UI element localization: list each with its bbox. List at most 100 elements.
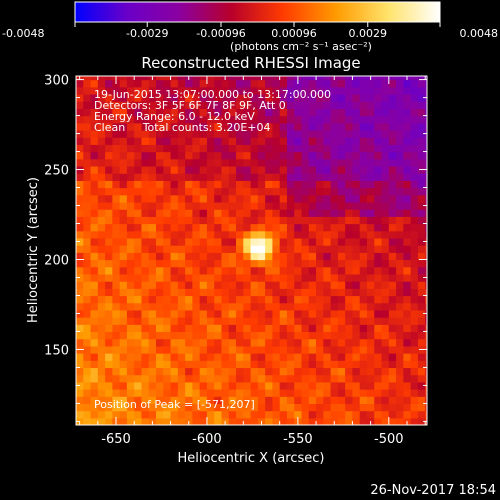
heatmap-cell [221,237,230,246]
heatmap-cell [141,137,150,145]
heatmap-cell [308,288,317,297]
heatmap-cell [250,76,259,81]
heatmap-cell [134,201,143,210]
heatmap-cell [112,353,121,361]
heatmap-cell [345,331,354,340]
heatmap-cell [366,360,375,369]
heatmap-cell [192,201,201,210]
heatmap-cell [425,266,427,275]
heatmap-cell [388,237,397,246]
heatmap-cell [352,381,361,390]
heatmap-cell [337,245,346,253]
heatmap-cell [316,223,324,232]
heatmap-cell [294,317,303,325]
heatmap-cell [381,396,390,405]
heatmap-cell [374,374,383,383]
heatmap-cell [214,403,223,412]
heatmap-cell [156,259,164,268]
heatmap-cell [76,389,84,397]
heatmap-cell [330,389,339,397]
heatmap-cell [257,410,266,419]
heatmap-cell [170,396,179,405]
colorbar: -0.0048 -0.0029 -0.00096 0.00096 0.0029 0.004… [2,1,498,53]
heatmap-cell [359,381,368,390]
heatmap-cell [337,158,346,167]
heatmap-cell [185,266,193,275]
heatmap-cell [163,237,172,246]
heatmap-cell [134,129,143,138]
heatmap-cell [366,338,375,347]
heatmap-cell [177,302,186,311]
heatmap-cell [112,201,121,210]
heatmap-cell [323,331,332,340]
heatmap-cell [236,187,244,196]
heatmap-cell [134,288,143,297]
heatmap-cell [265,331,274,340]
heatmap-cell [236,223,244,232]
heatmap-cell [366,86,375,95]
heatmap-cell [425,317,427,325]
heatmap-cell [119,108,128,117]
heatmap-cell [417,252,426,261]
heatmap-cell [163,381,172,390]
heatmap-cell [337,410,346,419]
heatmap-cell [345,216,354,225]
heatmap-cell [345,295,354,304]
heatmap-cell [286,86,295,95]
heatmap-cell [301,194,310,203]
heatmap-cell [323,273,332,282]
heatmap-cell [228,237,237,246]
heatmap-cell [228,108,237,117]
heatmap-cell [141,338,150,347]
heatmap-cell [185,281,193,289]
heatmap-cell [279,237,288,246]
heatmap-cell [156,338,164,347]
heatmap-cell [112,245,121,253]
heatmap-cell [163,101,172,109]
heatmap-cell [90,345,99,354]
heatmap-cell [301,151,310,160]
heatmap-cell [337,381,346,390]
heatmap-cell [257,187,266,196]
heatmap-cell [199,396,208,405]
heatmap-cell [185,374,193,383]
heatmap-cell [250,230,259,239]
heatmap-cell [156,281,164,289]
heatmap-cell [345,93,354,102]
heatmap-cell [185,252,193,261]
heatmap-cell [272,245,281,253]
heatmap-cell [352,165,361,174]
heatmap-cell [199,317,208,325]
heatmap-cell [345,144,354,153]
heatmap-cell [403,252,412,261]
heatmap-cell [119,79,128,88]
heatmap-cell [228,288,237,297]
heatmap-cell [425,122,427,131]
heatmap-cell [105,295,113,304]
heatmap-cell [294,108,303,117]
heatmap-cell [185,288,193,297]
heatmap-cell [308,216,317,225]
heatmap-cell [294,410,303,419]
heatmap-cell [156,165,164,174]
heatmap-cell [134,389,143,397]
heatmap-cell [148,266,157,275]
heatmap-cell [177,345,186,354]
heatmap-cell [352,396,361,405]
heatmap-cell [170,230,179,239]
heatmap-cell [337,237,346,246]
heatmap-cell [316,367,324,376]
heatmap-cell [163,317,172,325]
heatmap-cell [381,180,390,189]
heatmap-cell [330,180,339,189]
heatmap-cell [90,180,99,189]
heatmap-cell [185,122,193,131]
heatmap-cell [403,331,412,340]
heatmap-cell [359,122,368,131]
heatmap-cell [410,201,419,210]
heatmap-cell [76,158,84,167]
heatmap-cell [156,86,164,95]
heatmap-cell [119,76,128,81]
heatmap-cell [410,338,419,347]
heatmap-cell [352,122,361,131]
